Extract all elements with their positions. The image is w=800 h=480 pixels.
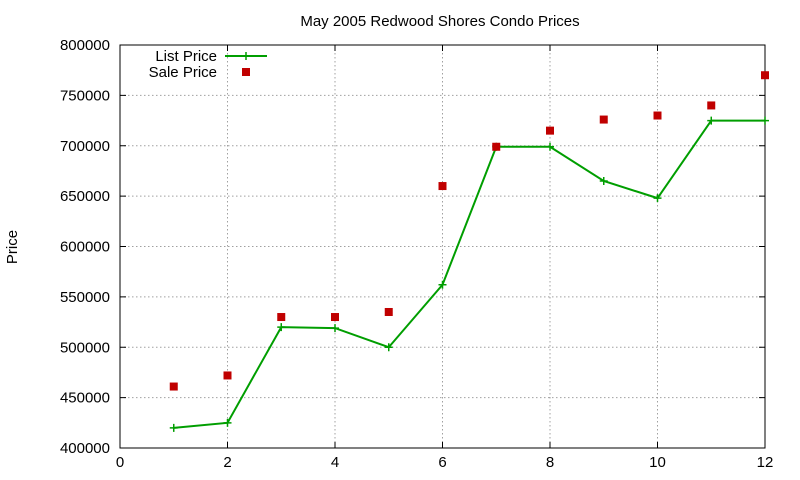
x-tick-label: 2 xyxy=(223,454,231,471)
x-tick-label: 8 xyxy=(546,454,554,471)
series-list-price xyxy=(169,116,769,432)
y-tick-label: 700000 xyxy=(60,138,110,155)
x-tick-label: 10 xyxy=(649,454,666,471)
list-price-point xyxy=(707,116,716,125)
y-tick-label: 650000 xyxy=(60,188,110,205)
list-price-point xyxy=(223,418,232,427)
y-tick-label: 500000 xyxy=(60,339,110,356)
legend-label-list-price: List Price xyxy=(155,48,217,65)
sale-price-point xyxy=(761,71,769,80)
list-price-point xyxy=(438,280,447,289)
x-tick-label: 6 xyxy=(438,454,446,471)
list-price-point xyxy=(761,116,769,125)
axis-ticks: 0 2 4 6 8 10 12 400000 450000 500000 550000 600000 6… xyxy=(60,37,773,471)
sale-price-point xyxy=(599,115,608,124)
legend-marker-sale-price xyxy=(242,68,250,76)
list-price-point xyxy=(653,194,662,203)
sale-price-point xyxy=(653,111,662,120)
y-tick-label: 450000 xyxy=(60,390,110,407)
y-tick-label: 400000 xyxy=(60,440,110,457)
list-price-point xyxy=(546,142,554,151)
list-price-point xyxy=(169,423,178,432)
sale-price-point xyxy=(384,307,393,316)
x-tick-label: 0 xyxy=(116,454,124,471)
list-price-line xyxy=(173,119,765,429)
sale-price-point xyxy=(707,101,716,110)
x-tick-label: 12 xyxy=(757,454,774,471)
series xyxy=(169,71,769,432)
sale-price-point xyxy=(438,182,447,191)
y-tick-label: 750000 xyxy=(60,87,110,104)
sale-price-point xyxy=(331,313,339,322)
sale-price-point xyxy=(492,142,501,151)
sale-price-point xyxy=(223,371,232,380)
y-tick-label: 550000 xyxy=(60,289,110,306)
y-tick-label: 600000 xyxy=(60,239,110,256)
list-price-point xyxy=(277,323,286,332)
grid xyxy=(120,45,765,448)
sale-price-point xyxy=(277,313,286,322)
y-axis-label: Price xyxy=(4,230,21,264)
sale-price-point xyxy=(546,126,554,135)
list-price-point xyxy=(599,177,608,186)
series-sale-price xyxy=(169,71,769,391)
sale-price-point xyxy=(169,382,178,391)
chart-title: May 2005 Redwood Shores Condo Prices xyxy=(300,13,579,30)
list-price-point xyxy=(384,343,393,352)
y-tick-label: 800000 xyxy=(60,37,110,54)
x-tick-label: 4 xyxy=(331,454,339,471)
legend-label-sale-price: Sale Price xyxy=(149,64,217,81)
legend-marker-list-price xyxy=(242,52,250,60)
list-price-point xyxy=(331,324,339,333)
